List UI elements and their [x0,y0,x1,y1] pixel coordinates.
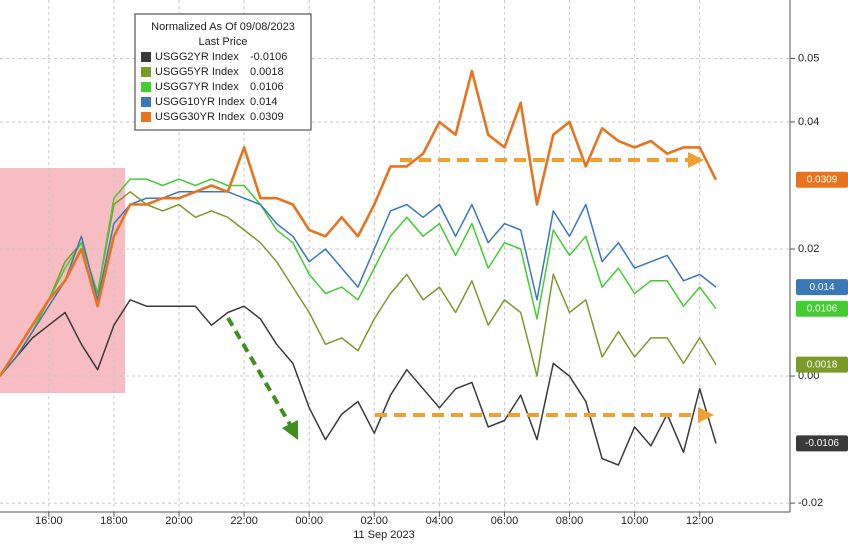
legend-label: USGG30YR Index [155,111,245,123]
arrowhead [688,152,704,168]
last-value-box [796,171,848,188]
legend-swatch [141,67,151,77]
series-line [0,178,717,377]
legend-swatch [141,97,151,107]
last-value-label: 0.014 [809,282,834,293]
last-value-label: 0.0309 [807,174,838,185]
y-tick-label: 0.00 [798,370,819,382]
x-tick-label: 20:00 [165,515,193,527]
x-tick-label: 16:00 [35,515,63,527]
last-value-box [796,435,848,452]
legend-title: Normalized As Of 09/08/2023 [151,21,295,33]
legend-subtitle: Last Price [199,36,248,48]
x-tick-label: 08:00 [556,515,584,527]
arrowhead [282,420,298,440]
y-tick-label: 0.05 [798,52,819,64]
x-tick-label: 22:00 [230,515,258,527]
legend-swatch [141,82,151,92]
legend-label: USGG10YR Index [155,96,245,108]
last-value-label: 0.0018 [807,359,838,370]
last-value-box [796,356,848,373]
legend-label: USGG5YR Index [155,66,239,78]
series-line [0,299,717,466]
x-tick-label: 02:00 [361,515,389,527]
last-value-box [796,300,848,317]
last-value-box [796,279,848,296]
y-tick-label: 0.02 [798,243,819,255]
y-tick-label: -0.02 [798,497,823,509]
highlight-region [0,168,125,393]
last-value-label: 0.0106 [807,303,838,314]
series-line [0,191,717,377]
x-tick-label: 04:00 [426,515,454,527]
legend-swatch [141,112,151,122]
arrowhead [698,407,714,423]
date-label: 11 Sep 2023 [353,529,415,541]
legend-value: 0.0309 [250,111,284,123]
plot [0,69,718,466]
legend-value: 0.014 [250,96,278,108]
x-tick-label: 18:00 [100,515,128,527]
arrow [226,316,294,430]
x-tick-label: 12:00 [686,515,714,527]
legend-label: USGG2YR Index [155,51,239,63]
legend: Normalized As Of 09/08/2023 Last Price U… [134,13,312,131]
x-tick-label: 10:00 [621,515,649,527]
series-line [0,191,717,377]
annotations [226,152,714,440]
legend-box [134,13,312,131]
series-line [0,69,718,377]
legend-value: 0.0106 [250,81,284,93]
x-tick-label: 06:00 [491,515,519,527]
legend-value: -0.0106 [250,51,287,63]
legend-value: 0.0018 [250,66,284,78]
last-value-label: -0.0106 [805,438,839,449]
x-tick-label: 00:00 [295,515,323,527]
legend-swatch [141,52,151,62]
y-tick-label: 0.04 [798,116,819,128]
legend-label: USGG7YR Index [155,81,239,93]
